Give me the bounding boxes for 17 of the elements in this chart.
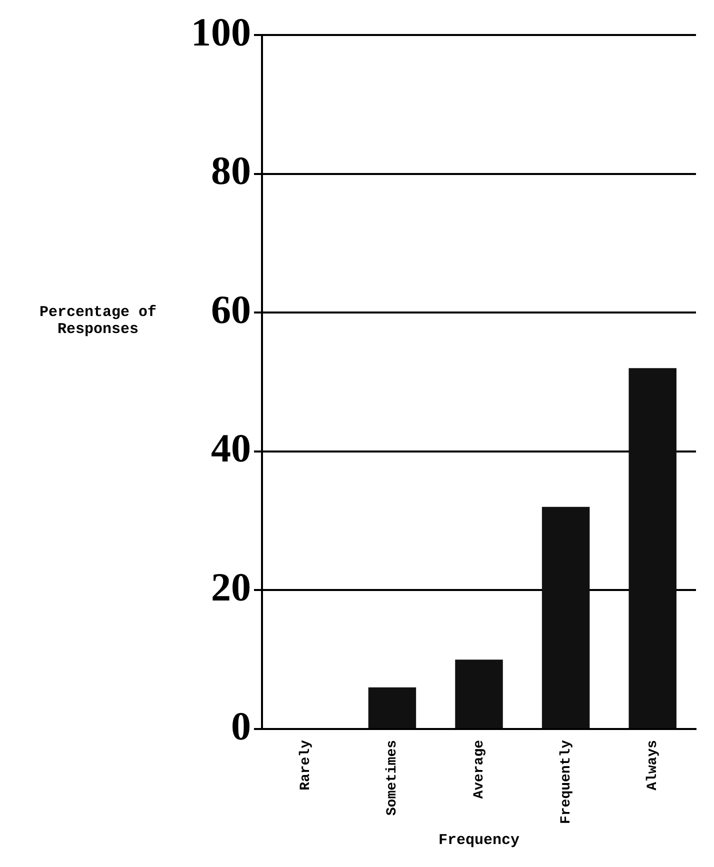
y-tick-label: 40 (211, 426, 251, 471)
bar (368, 687, 416, 728)
bar (628, 368, 676, 728)
x-tick-label: Always (645, 740, 662, 790)
bar (542, 506, 590, 728)
x-tick-label: Rarely (298, 739, 314, 790)
x-tick-label: Frequently (558, 739, 574, 824)
y-tick-label: 100 (191, 9, 251, 54)
y-tick-label: 0 (231, 703, 251, 748)
y-tick-label: 60 (211, 286, 251, 332)
y-axis-title: Percentage of Responses (38, 304, 158, 338)
x-tick-label: Sometimes (384, 740, 401, 816)
y-tick-label: 80 (211, 148, 251, 194)
y-tick-label: 20 (211, 564, 251, 610)
x-axis-title: Frequency (438, 832, 520, 849)
x-tick-label: Average (472, 740, 488, 799)
bar (455, 660, 503, 728)
